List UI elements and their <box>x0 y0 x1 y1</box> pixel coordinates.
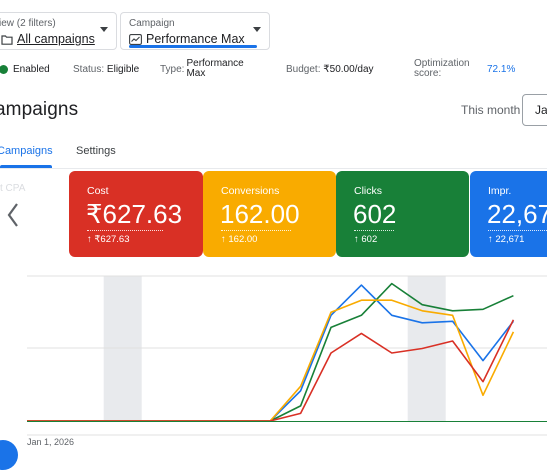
chevron-down-icon <box>253 27 261 32</box>
optimization-label-line1: Optimization <box>414 58 470 69</box>
metric-change: ↑ 602 <box>354 234 378 245</box>
campaign-selector-underline <box>129 45 257 48</box>
metric-value: 602 <box>353 199 397 229</box>
metric-change: ↑ 162.00 <box>221 234 258 245</box>
tab-campaigns[interactable]: Campaigns <box>0 145 53 157</box>
metric-underline <box>354 230 394 231</box>
floating-action-button[interactable] <box>0 440 18 470</box>
metric-change: ↑ ₹627.63 <box>87 234 130 245</box>
tabs-divider <box>0 168 547 169</box>
x-axis-start-label: Jan 1, 2026 <box>27 437 75 447</box>
status-value: Eligible <box>106 63 140 75</box>
metric-value: ₹627.63 <box>86 199 183 229</box>
metric-value: 162.00 <box>220 199 300 229</box>
chevron-down-icon <box>100 27 108 32</box>
status-label: Status: <box>73 63 105 75</box>
metric-card-conversions[interactable]: Conversions 162.00 ↑ 162.00 <box>203 171 336 257</box>
performance-max-icon <box>129 33 142 45</box>
metric-underline <box>87 230 163 231</box>
type-value-line1: Performance <box>186 58 244 69</box>
view-filter-selector[interactable]: iew (2 filters) All campaigns <box>0 12 117 50</box>
metric-card-impressions[interactable]: Impr. 22,671 ↑ 22,671 <box>470 171 547 257</box>
metric-label: Clicks <box>354 185 382 197</box>
enabled-status[interactable]: Enabled <box>0 57 50 81</box>
campaign-selector-label: Campaign <box>129 18 175 29</box>
date-range-picker[interactable]: Ja <box>522 94 547 126</box>
metric-label: Impr. <box>488 185 512 197</box>
campaign-selector[interactable]: Campaign Performance Max <box>120 12 270 50</box>
metric-card-clicks[interactable]: Clicks 602 ↑ 602 <box>336 171 469 257</box>
enabled-dot-icon <box>0 64 8 74</box>
tab-settings[interactable]: Settings <box>76 145 116 157</box>
enabled-status-text: Enabled <box>13 63 50 75</box>
performance-chart <box>27 275 547 436</box>
campaign-status-bar: Enabled Status: Eligible Type: Performan… <box>0 57 547 81</box>
eligibility-status: Status: Eligible <box>73 57 139 81</box>
metric-label: Cost <box>87 185 109 197</box>
campaign-type: Type: Performance Max <box>160 57 244 81</box>
date-range-label: This month <box>461 103 521 117</box>
view-filter-label: iew (2 filters) <box>0 18 56 29</box>
optimization-label-line2: score: <box>414 68 442 79</box>
optimization-score[interactable]: Optimization score: <box>414 57 470 81</box>
view-filter-value: All campaigns <box>1 32 95 46</box>
metric-value: 22,671 <box>487 199 547 229</box>
previous-metric-label: t CPA <box>0 183 26 194</box>
folder-icon <box>1 34 13 45</box>
optimization-score-value[interactable]: 72.1% <box>487 63 516 75</box>
chevron-left-icon[interactable] <box>0 190 28 240</box>
metric-card-cost[interactable]: Cost ₹627.63 ↑ ₹627.63 <box>69 171 203 257</box>
campaign-selector-text: Performance Max <box>146 32 245 46</box>
view-filter-text: All campaigns <box>17 32 95 46</box>
metric-change: ↑ 22,671 <box>488 234 525 245</box>
page-title: ampaigns <box>0 99 79 120</box>
type-value-line2: Max <box>186 68 206 79</box>
type-label: Type: <box>160 63 185 75</box>
metric-underline <box>221 230 291 231</box>
campaign-selector-value: Performance Max <box>129 32 245 46</box>
metric-label: Conversions <box>221 185 280 197</box>
budget-info[interactable]: Budget: ₹50.00/day <box>286 57 374 81</box>
active-tab-indicator <box>0 165 52 168</box>
budget-label: Budget: <box>286 63 321 75</box>
budget-value: ₹50.00/day <box>323 63 374 75</box>
metric-underline <box>488 230 547 231</box>
